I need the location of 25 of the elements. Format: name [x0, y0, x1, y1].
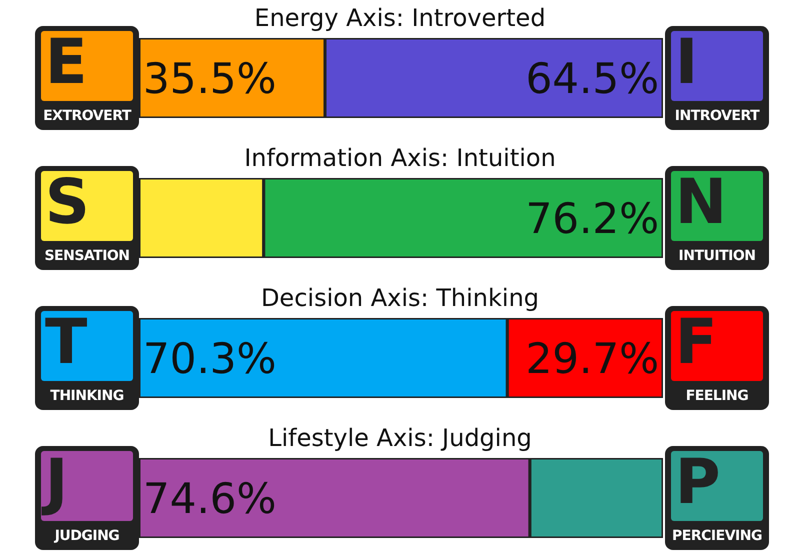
text: I [675, 25, 698, 98]
chart-title: Energy Axis: Introverted [254, 4, 546, 32]
series-label: THINKING [49, 388, 125, 404]
series-label: INTUITION [678, 248, 756, 264]
chart-title: Decision Axis: Thinking [260, 284, 540, 312]
series-label: PERCIEVING [671, 528, 763, 544]
data-label: 64.5% [526, 54, 659, 103]
series-label: EXTROVERT [42, 108, 132, 124]
text: T [45, 305, 88, 378]
chart-title: Lifestyle Axis: Judging [268, 424, 532, 452]
text: N [675, 165, 727, 238]
series-label: SENSATION [43, 248, 131, 264]
text: E [45, 25, 88, 98]
data-label: 29.7% [526, 334, 659, 383]
series-label: FEELING [684, 388, 750, 404]
text: P [675, 445, 720, 518]
series-label: INTROVERT [674, 108, 761, 124]
series-label: JUDGING [53, 528, 120, 544]
text: S [45, 165, 90, 238]
text: F [675, 305, 718, 378]
data-label: 76.2% [526, 194, 659, 243]
data-label: 70.3% [143, 334, 276, 383]
data-label: 74.6% [143, 474, 276, 523]
data-label: 35.5% [143, 54, 276, 103]
chart-title: Information Axis: Intuition [244, 144, 556, 172]
